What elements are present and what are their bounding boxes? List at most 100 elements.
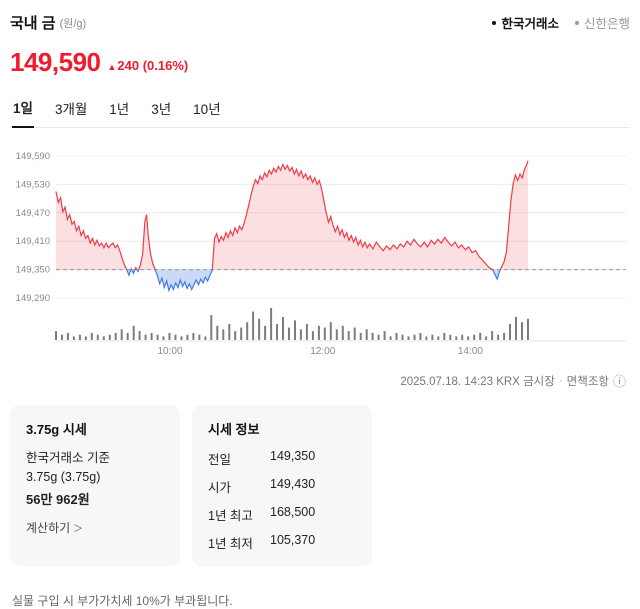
unit-price-card-title: 3.75g 시세 [26,422,87,437]
quote-info-card-title: 시세 정보 [208,422,260,437]
volume-bar [216,325,219,340]
unit-price-card: 3.75g 시세 한국거래소 기준 3.75g (3.75g) 56만 962원… [10,405,180,566]
volume-bar [186,334,189,340]
volume-bar [461,334,464,340]
volume-bar [449,334,452,340]
period-tabs: 1일 3개월 1년 3년 10년 [10,91,630,128]
volume-bar [413,334,416,340]
volume-bar [270,308,273,340]
y-tick-label: 149,530 [16,179,50,190]
volume-bar [473,334,476,340]
volume-bar [467,336,470,340]
volume-bar [341,325,344,340]
volume-bar [258,318,261,340]
volume-bar [192,332,195,340]
calculate-link[interactable]: 계산하기 ＞ [26,519,83,536]
volume-bar [90,332,93,340]
header: 국내 금 (원/g) 한국거래소 신한은행 [10,12,630,33]
up-arrow-icon: ▲ [107,62,117,72]
unit-price-basis: 한국거래소 기준 [26,451,110,465]
volume-bar [84,336,87,340]
vat-footnote: 실물 구입 시 부가가치세 10%가 부과됩니다. [12,594,233,608]
volume-bar [455,336,458,340]
separator-dot: · [558,375,563,387]
row-label-prev-close: 전일 [208,453,232,467]
volume-bar [282,316,284,340]
page-title: 국내 금 [10,15,56,32]
volume-bar [114,332,117,340]
x-tick-label: 10:00 [157,346,182,357]
price-change: ▲240 (0.16%) [107,58,188,75]
current-price: 149,590 [10,47,101,77]
volume-bar [437,336,440,340]
tab-3months[interactable]: 3개월 [54,91,88,127]
area-below-fill [56,269,528,291]
tab-1year[interactable]: 1년 [108,91,130,127]
volume-bar [371,332,374,340]
price-row: 149,590 ▲240 (0.16%) [10,49,630,75]
unit-price-value: 56만 962원 [26,491,90,507]
volume-bar [168,332,171,340]
row-value-open: 149,430 [270,477,316,491]
row-label-year-low: 1년 최저 [208,537,253,551]
source-krx-button[interactable]: 한국거래소 [492,13,559,32]
tab-1day[interactable]: 1일 [12,91,34,128]
volume-bar [150,332,153,340]
volume-bar [353,327,356,340]
volume-bar [527,318,529,340]
price-line-up [55,160,529,270]
source-shinhan-button[interactable]: 신한은행 [574,13,630,32]
volume-bar [317,325,320,340]
volume-bar [497,334,500,340]
area-above-fill [56,160,528,270]
quote-info-rows: 전일 149,350 시가 149,430 1년 최고 168,500 1년 최… [208,449,356,552]
disclaimer-link[interactable]: 면책조항 [567,373,609,389]
volume-bar [228,324,231,340]
volume-bar [503,332,506,340]
volume-bar [311,331,314,340]
info-cards: 3.75g 시세 한국거래소 기준 3.75g (3.75g) 56만 962원… [10,405,630,566]
volume-bar [491,331,494,340]
row-label-open: 시가 [208,481,232,495]
unselected-dot-icon [574,20,579,25]
volume-bar [108,334,111,340]
row-value-prev-close: 149,350 [270,449,316,463]
volume-bar [55,331,57,340]
volume-bar [347,331,350,340]
source-toggle: 한국거래소 신한은행 [492,13,630,32]
volume-bar [359,332,362,340]
volume-bar [383,331,386,340]
volume-bar [61,334,63,340]
volume-bar [305,324,308,340]
volume-bar [78,334,81,340]
price-change-text: 240 (0.16%) [117,58,189,73]
volume-bar [389,336,392,340]
volume-bar [96,334,99,340]
x-tick-label: 12:00 [310,346,335,357]
price-unit-label: (원/g) [59,17,87,30]
volume-bar [294,320,296,340]
volume-bar [431,334,434,340]
y-tick-label: 149,590 [16,151,50,162]
volume-bar [138,331,141,340]
y-tick-label: 149,410 [16,236,50,247]
volume-bar [204,336,207,340]
volume-bar [102,336,105,340]
timestamp: 2025.07.18. 14:23 KRX 금시장 [400,376,555,388]
row-label-year-high: 1년 최고 [208,509,253,523]
volume-bar [521,322,523,340]
volume-bar [515,316,517,340]
price-chart[interactable]: 149,590 149,530 149,470 149,410 149,350 149,2… [10,148,630,365]
volume-bar [120,329,123,340]
volume-bar [198,334,201,340]
volume-bar [323,327,326,340]
tab-10years[interactable]: 10년 [192,91,221,127]
volume-bar [377,334,380,340]
y-tick-label: 149,350 [16,265,50,276]
source-krx-label: 한국거래소 [501,17,559,31]
tab-3years[interactable]: 3년 [150,91,172,127]
info-icon[interactable]: ⓘ [612,373,626,389]
x-tick-label: 14:00 [458,346,483,357]
row-value-year-high: 168,500 [270,505,316,519]
